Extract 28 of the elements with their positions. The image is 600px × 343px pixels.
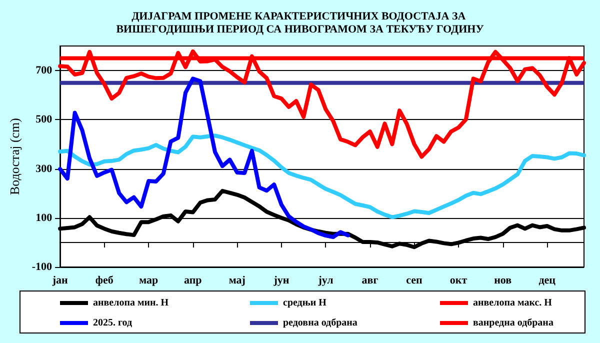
x-tick-label: дец [538, 274, 556, 286]
x-tick-label: јул [317, 274, 334, 286]
x-tick-label: јун [272, 274, 290, 286]
x-tick-label: апр [184, 274, 202, 286]
legend-label: анвелопа мин. Н [93, 298, 169, 308]
y-tick-label: 100 [36, 212, 53, 224]
x-tick-label: окт [450, 274, 468, 286]
legend-label: редовна одбрана [283, 318, 358, 328]
x-tick-label: авг [362, 274, 378, 286]
chart-title: ДИЈАГРАМ ПРОМЕНЕ КАРАКТЕРИСТИЧНИХ ВОДОСТАЈА ЗА ВИШЕГОДИШЊИ ПЕРИОД СА НИВОГРАМОМ ЗА ТЕКУЋУ ГОДИНУ [116, 10, 484, 36]
legend-label: ванредна одбрана [473, 318, 554, 328]
x-tick-label: нов [494, 274, 512, 286]
y-tick-label: 500 [36, 114, 53, 126]
x-tick-label: мар [139, 274, 158, 286]
legend-label: средњи Н [283, 298, 327, 308]
y-axis-title: Водостај (cm) [7, 118, 22, 196]
legend-label: анвелопа макс. Н [473, 298, 552, 308]
x-tick-label: феб [95, 274, 114, 286]
line-series [58, 76, 350, 240]
legend-label: 2025. год [93, 318, 132, 328]
line-series [58, 134, 586, 220]
x-tick-label: јан [51, 274, 68, 286]
x-tick-label: мај [228, 274, 246, 286]
line-series [58, 49, 586, 159]
y-tick-label: -100 [32, 261, 53, 273]
x-tick-label: сеп [406, 274, 424, 286]
y-tick-label: 300 [36, 162, 53, 175]
y-tick-label: 700 [36, 64, 53, 77]
